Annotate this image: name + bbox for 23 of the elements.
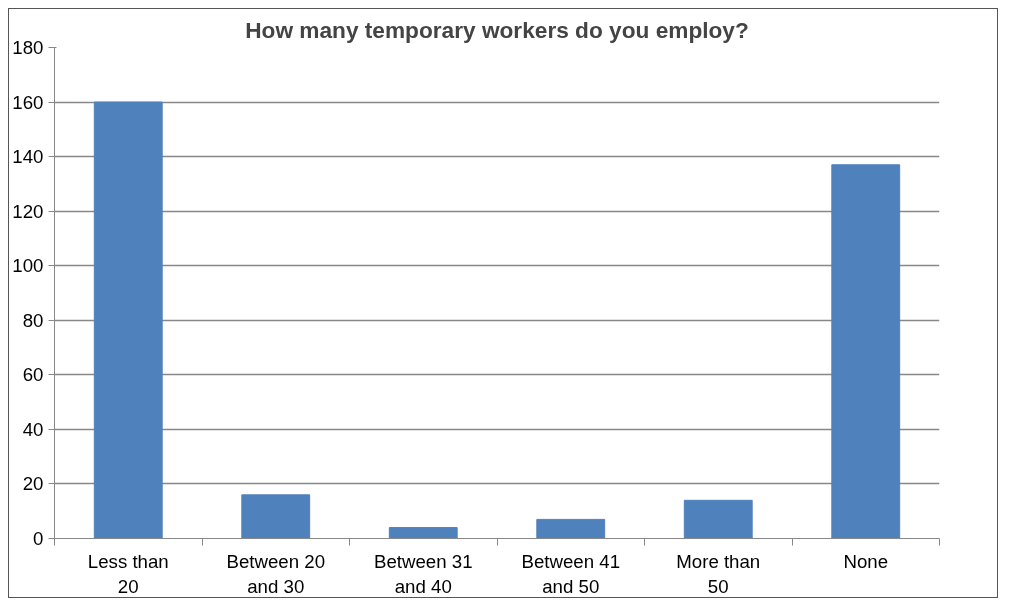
bar	[93, 101, 163, 539]
bar	[683, 499, 753, 539]
x-tick-label: Between 41 and 50	[521, 550, 621, 597]
y-tick-label: 0	[33, 528, 44, 549]
x-tick-label: More than 50	[676, 550, 761, 597]
y-tick-label: 100	[12, 255, 44, 277]
bar	[388, 527, 458, 539]
y-tick-label: 160	[12, 91, 44, 113]
y-tick-label: 40	[22, 418, 44, 440]
y-tick-label: 140	[12, 146, 44, 168]
x-tick-label: Between 31 and 40	[373, 550, 473, 597]
x-tick-label: Between 20 and 30	[226, 550, 326, 597]
y-tick-label: 120	[12, 200, 44, 222]
y-tick-label: 60	[22, 364, 44, 386]
x-tick-label: None	[843, 550, 889, 572]
y-tick-label: 180	[12, 37, 44, 58]
y-tick-label: 20	[22, 473, 44, 495]
bar	[831, 164, 901, 539]
x-tick-label: Less than 20	[87, 550, 169, 597]
chart-title: How many temporary workers do you employ?	[245, 16, 749, 43]
bar	[241, 494, 311, 539]
y-tick-label: 80	[22, 309, 44, 331]
bar	[536, 518, 606, 539]
